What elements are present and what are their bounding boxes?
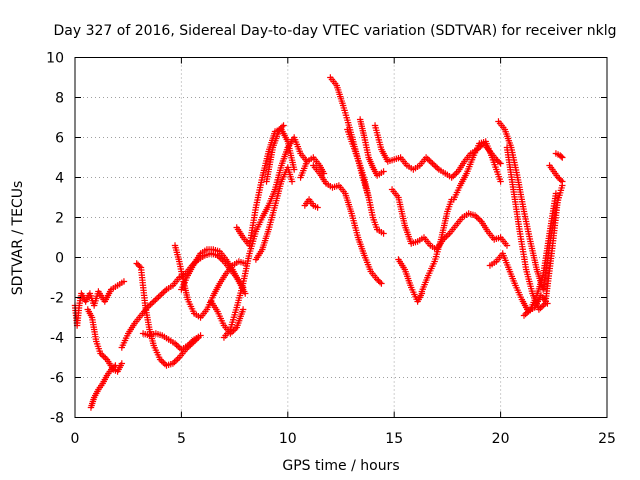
data-point <box>495 158 503 166</box>
data-point <box>288 178 296 185</box>
data-points <box>71 74 566 411</box>
x-tick-label: 25 <box>598 431 616 447</box>
x-tick-label: 20 <box>492 431 510 447</box>
series-arc-30 <box>552 150 566 161</box>
data-point <box>376 278 384 286</box>
axis-ticks <box>74 57 608 418</box>
data-point <box>239 306 247 313</box>
y-tick-label: 4 <box>55 171 64 187</box>
x-tick-label: 5 <box>177 431 186 447</box>
data-point <box>197 332 204 339</box>
y-tick-label: 6 <box>55 131 64 147</box>
series-arc-22 <box>395 256 426 305</box>
data-point <box>380 168 387 175</box>
series-arc-23 <box>418 196 455 295</box>
series-arc-7 <box>171 242 249 321</box>
data-point <box>503 242 511 249</box>
x-tick-label: 10 <box>279 431 297 447</box>
data-point <box>136 262 143 270</box>
x-tick-labels: 0 5 10 15 20 25 <box>71 431 616 447</box>
series-arc-28 <box>520 190 560 319</box>
series-arc-12 <box>252 164 296 263</box>
y-axis-label: SDTVAR / TECUs <box>10 181 26 296</box>
series-arc-29 <box>546 162 566 185</box>
series-arc-19 <box>356 116 387 179</box>
data-point <box>278 123 286 131</box>
series-arc-6 <box>139 330 204 353</box>
data-point <box>120 278 128 285</box>
series-arc-15 <box>301 196 321 211</box>
y-tick-labels: -8 -6 -4 -2 0 2 4 6 8 10 <box>46 51 64 427</box>
data-point <box>314 204 321 211</box>
data-point <box>110 363 118 371</box>
data-point <box>497 160 504 167</box>
data-point <box>290 166 298 173</box>
x-tick-label: 0 <box>71 431 80 447</box>
data-point <box>378 280 385 287</box>
data-point <box>557 176 565 184</box>
data-point <box>112 362 119 369</box>
series-arc-24 <box>450 138 504 203</box>
data-point <box>552 190 560 197</box>
y-tick-label: 2 <box>55 211 64 227</box>
data-point <box>280 122 287 129</box>
y-tick-label: -4 <box>50 331 64 347</box>
data-point <box>497 178 504 185</box>
series-arc-10 <box>220 134 311 341</box>
grid-lines <box>75 57 607 418</box>
series-arc-13 <box>263 122 287 185</box>
data-point <box>118 360 126 367</box>
x-tick-label: 15 <box>385 431 403 447</box>
data-point <box>559 154 566 161</box>
series-arc-14 <box>297 154 328 181</box>
series-arc-21 <box>388 186 511 253</box>
x-axis-label: GPS time / hours <box>282 458 399 474</box>
data-point <box>380 230 387 237</box>
data-point <box>559 178 566 185</box>
y-tick-label: -8 <box>50 411 64 427</box>
y-tick-label: -6 <box>50 371 64 387</box>
plot-frame <box>74 57 608 418</box>
chart-title: Day 327 of 2016, Sidereal Day-to-day VTE… <box>54 23 617 39</box>
series-arc-18 <box>344 126 387 237</box>
series-arc-3 <box>87 362 119 411</box>
data-point <box>558 153 565 160</box>
y-tick-label: -2 <box>50 291 64 307</box>
y-tick-label: 0 <box>55 251 64 267</box>
series-arc-9 <box>207 298 247 337</box>
y-tick-label: 10 <box>46 51 64 67</box>
y-tick-label: 8 <box>55 91 64 107</box>
series-arc-16 <box>310 162 385 287</box>
